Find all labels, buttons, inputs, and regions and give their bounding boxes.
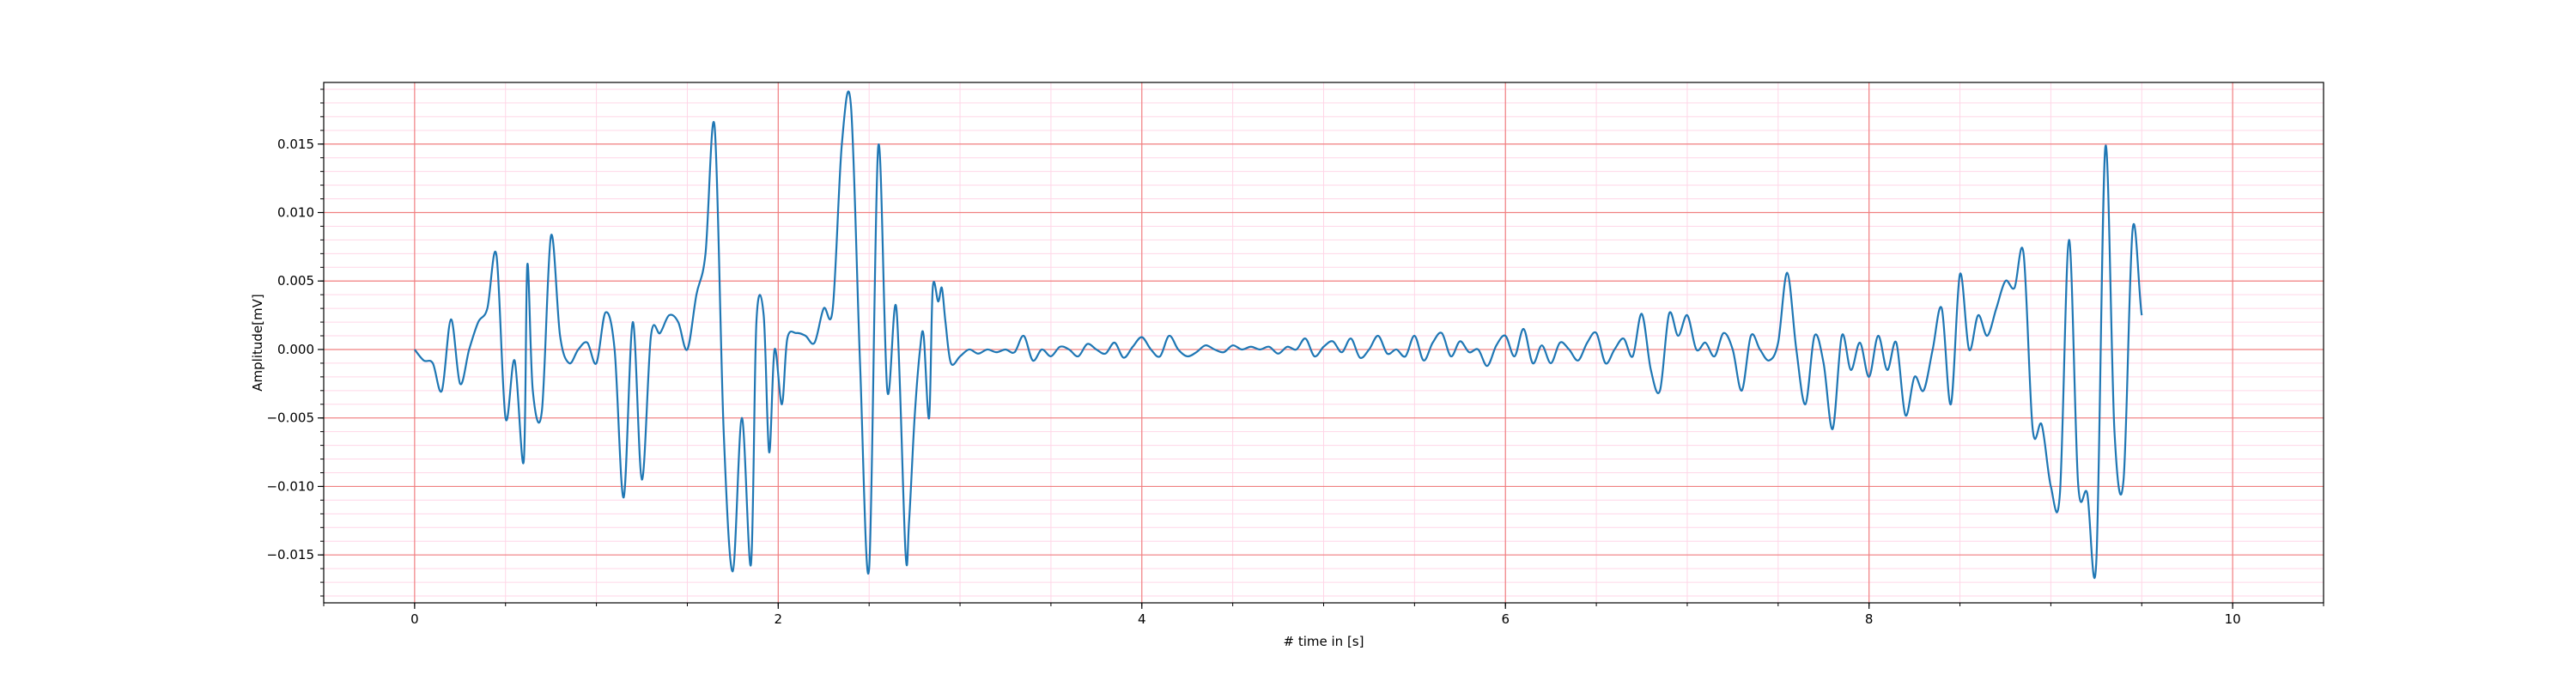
y-axis-label: Amplitude[mV]	[250, 294, 265, 391]
y-tick-label: −0.010	[266, 478, 314, 494]
x-tick-label: 0	[410, 611, 419, 627]
y-tick-label: 0.010	[277, 205, 314, 221]
series-line-ecg	[413, 90, 2143, 580]
y-tick-label: 0.015	[277, 137, 314, 152]
x-axis-label: # time in [s]	[1284, 634, 1364, 649]
x-tick-label: 8	[1865, 611, 1874, 627]
axis-ticks: 0 2 4 6 8 10 −0.015 −0.010 −0.005 0.000 0.005 0.010…	[266, 88, 2324, 627]
y-tick-label: 0.005	[277, 273, 314, 289]
x-tick-label: 10	[2225, 611, 2241, 627]
x-tick-label: 2	[775, 611, 783, 627]
y-tick-label: −0.015	[266, 547, 314, 562]
series-layer	[413, 90, 2143, 580]
x-tick-label: 4	[1138, 611, 1146, 627]
major-grid	[324, 82, 2324, 603]
minor-grid	[323, 82, 2324, 603]
y-tick-label: −0.005	[266, 410, 314, 426]
y-tick-label: 0.000	[277, 342, 314, 357]
x-tick-label: 6	[1501, 611, 1510, 627]
